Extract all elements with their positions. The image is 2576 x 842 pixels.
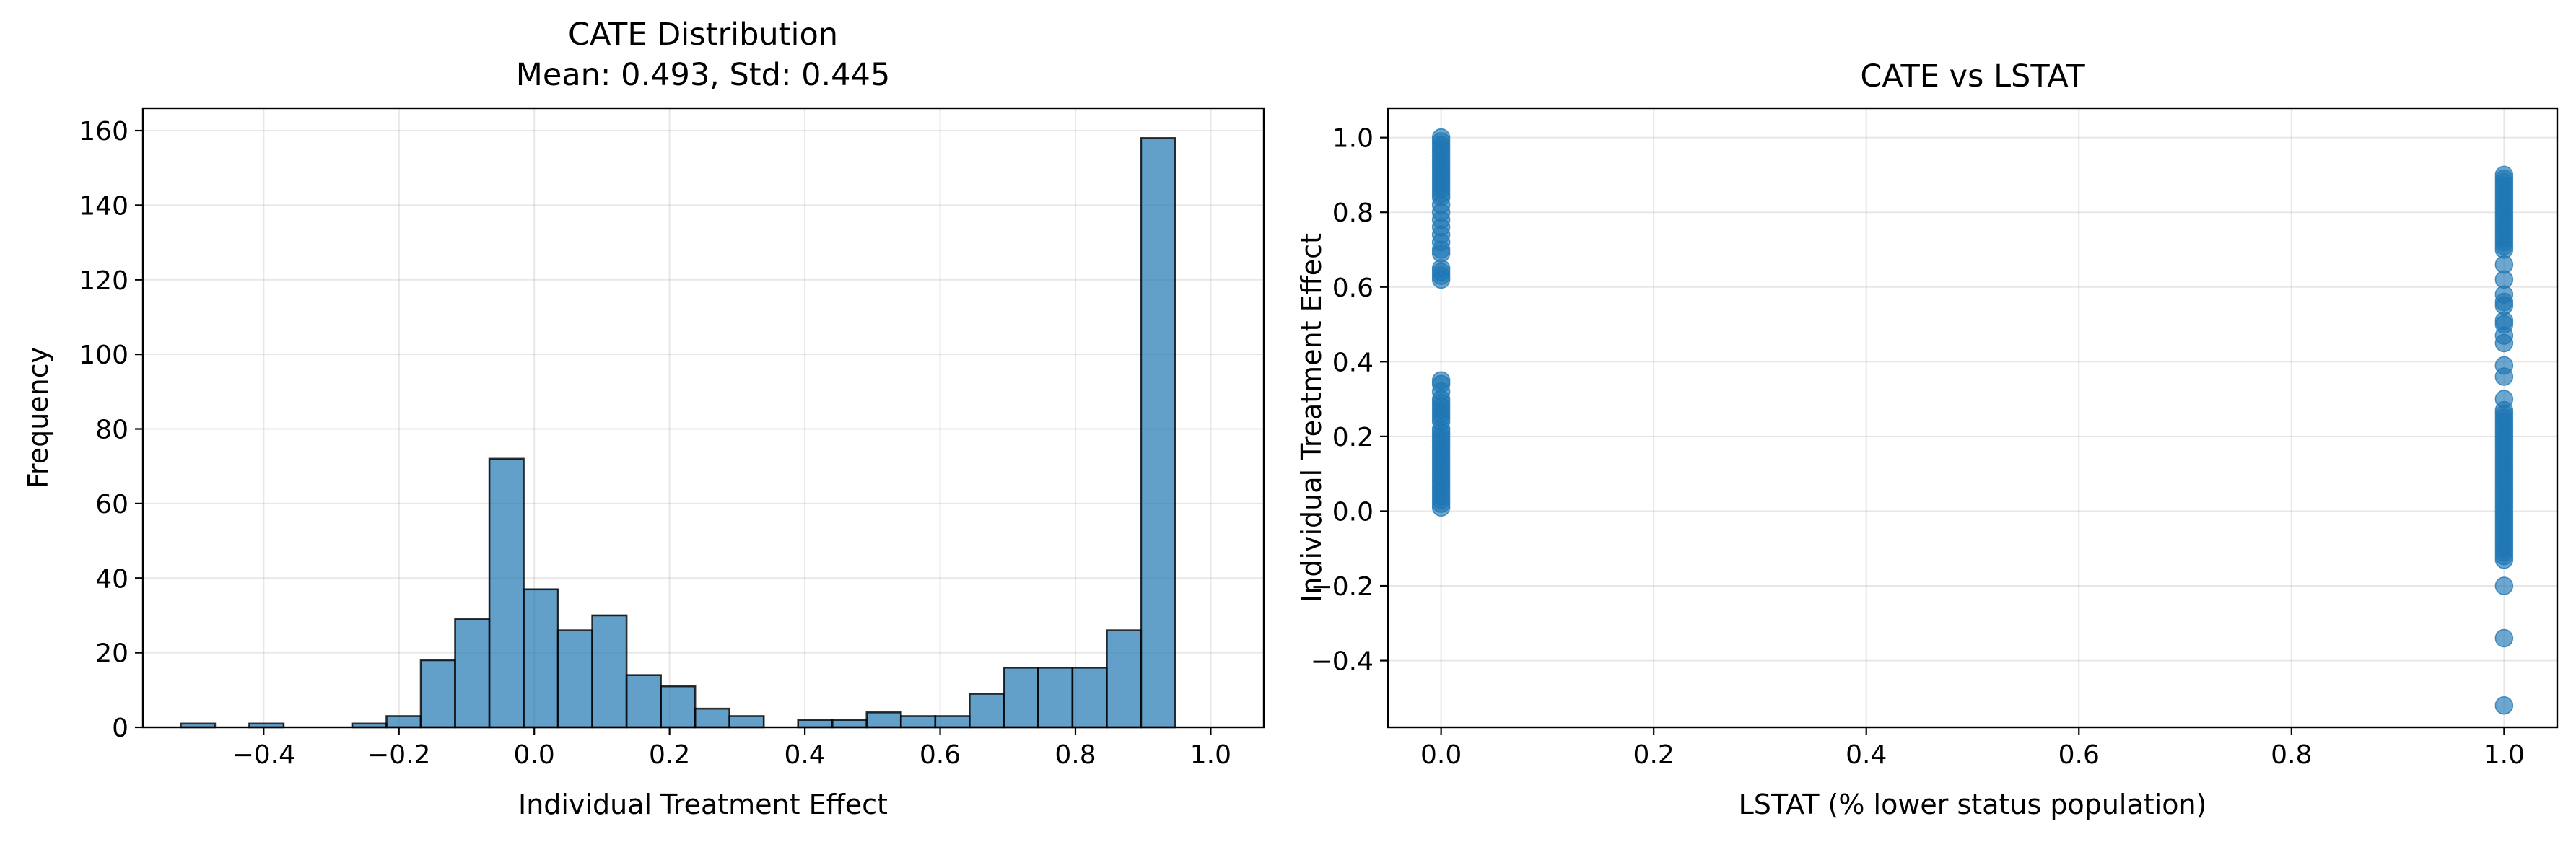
scatter-point (2494, 696, 2514, 715)
histogram-bar (1140, 137, 1176, 729)
histogram-y-tick-label: 20 (95, 639, 128, 669)
histogram-x-tick-label: 0.8 (1055, 740, 1096, 770)
histogram-bar (625, 674, 662, 729)
histogram-y-tick-label: 140 (79, 191, 128, 221)
scatter-x-tick-label: 0.4 (1846, 740, 1887, 770)
scatter-point (2494, 333, 2514, 353)
scatter-y-ticks: −0.4 −0.2 0.0 0.2 0.4 0.6 0.8 1.0 (1311, 124, 1388, 677)
scatter-y-label: Individual Treatment Effect (1296, 233, 1327, 602)
histogram-y-ticks: 0 20 40 60 80 100 120 140 160 (79, 117, 143, 743)
histogram-x-tick-label: 0.0 (514, 740, 555, 770)
histogram-bar (591, 614, 628, 729)
scatter-y-tick-label: −0.4 (1311, 647, 1374, 677)
histogram-panel: −0.4 −0.2 0.0 0.2 0.4 0.6 0.8 1.0 0 20 40 60 80 100 1… (22, 17, 1265, 820)
scatter-point (1431, 498, 1451, 517)
histogram-bar (488, 457, 525, 729)
histogram-bar (660, 685, 697, 729)
scatter-point (1431, 270, 1451, 289)
histogram-y-tick-label: 160 (79, 117, 128, 146)
scatter-y-tick-label: 0.2 (1332, 423, 1374, 452)
histogram-axes-frame (141, 107, 1265, 729)
scatter-y-tick-label: 1.0 (1332, 124, 1374, 154)
scatter-point (2494, 576, 2514, 595)
scatter-x-tick-label: 0.6 (2058, 740, 2100, 770)
histogram-bar (419, 659, 456, 729)
histogram-bar (899, 715, 937, 729)
scatter-x-tick-label: 0.8 (2271, 740, 2312, 770)
scatter-panel: 0.0 0.2 0.4 0.6 0.8 1.0 −0.4−0.20.00.20.40.60… (1296, 58, 2559, 820)
histogram-bar (1003, 667, 1039, 729)
scatter-point (2494, 551, 2514, 569)
histogram-bar (454, 618, 491, 729)
histogram-y-tick-label: 120 (79, 266, 128, 296)
scatter-points (1431, 128, 2514, 715)
histogram-y-tick-label: 0 (112, 714, 128, 743)
scatter-point (2494, 628, 2514, 648)
histogram-y-tick-label: 40 (95, 564, 128, 594)
histogram-y-label: Frequency (22, 347, 54, 488)
scatter-x-tick-label: 0.2 (1633, 740, 1675, 770)
scatter-x-label: LSTAT (% lower status population) (1739, 789, 2207, 820)
histogram-x-tick-label: 0.6 (920, 740, 961, 770)
histogram-bar (831, 719, 868, 729)
histogram-bar (934, 715, 971, 729)
scatter-y-tick-label: 0.6 (1332, 273, 1374, 303)
histogram-x-ticks: −0.4 −0.2 0.0 0.2 0.4 0.6 0.8 1.0 (232, 727, 1231, 770)
scatter-y-tick-label: −0.2 (1311, 572, 1374, 602)
histogram-bar (1106, 629, 1143, 729)
scatter-y-tick-label: 0.4 (1332, 348, 1374, 377)
histogram-y-tick-label: 100 (79, 341, 128, 370)
scatter-x-tick-label: 0.0 (1420, 740, 1462, 770)
scatter-axes-frame (1387, 107, 2559, 729)
histogram-bar (969, 693, 1005, 729)
histogram-x-tick-label: −0.2 (367, 740, 430, 770)
scatter-grid (1388, 108, 2557, 727)
histogram-title-line-1: CATE Distribution (568, 17, 838, 53)
histogram-bar (556, 629, 593, 729)
scatter-x-tick-label: 1.0 (2484, 740, 2525, 770)
histogram-title-line-2: Mean: 0.493, Std: 0.445 (516, 57, 890, 93)
histogram-bar (1071, 667, 1108, 729)
histogram-x-tick-label: 0.2 (649, 740, 690, 770)
histogram-x-tick-label: −0.4 (232, 740, 295, 770)
histogram-bar (1037, 667, 1074, 729)
histogram-y-tick-label: 60 (95, 490, 128, 519)
histogram-bar (728, 715, 765, 729)
histogram-bar (385, 715, 422, 729)
histogram-x-tick-label: 1.0 (1190, 740, 1231, 770)
scatter-x-ticks: 0.0 0.2 0.4 0.6 0.8 1.0 (1420, 727, 2525, 770)
scatter-title: CATE vs LSTAT (1860, 58, 2085, 95)
scatter-y-tick-label: 0.8 (1332, 198, 1374, 228)
histogram-bar (865, 711, 902, 729)
histogram-bar (797, 719, 834, 729)
scatter-point (2494, 367, 2514, 386)
histogram-bar (694, 707, 730, 729)
histogram-bars (180, 137, 1176, 729)
histogram-x-label: Individual Treatment Effect (518, 789, 888, 820)
histogram-bar (523, 588, 559, 729)
histogram-x-tick-label: 0.4 (784, 740, 825, 770)
scatter-y-tick-label: 0.0 (1332, 497, 1374, 527)
histogram-y-tick-label: 80 (95, 416, 128, 445)
